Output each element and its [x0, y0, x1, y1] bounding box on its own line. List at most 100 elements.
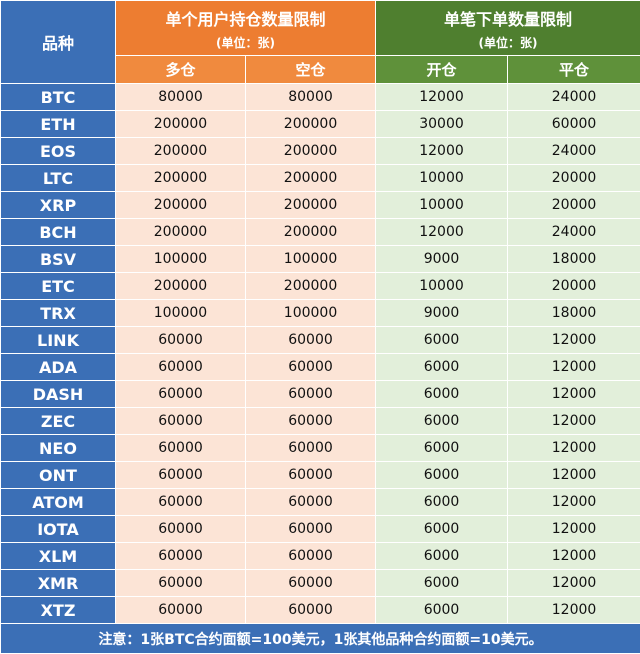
value-cell: 60000: [115, 569, 246, 597]
value-cell: 60000: [244, 488, 377, 516]
group-header: 单个用户持仓数量限制 (单位：张): [114, 0, 377, 56]
table-row: BCH 200000 200000 12000 24000: [0, 218, 640, 246]
symbol-cell: ADA: [0, 353, 116, 381]
symbol-cell: IOTA: [0, 515, 116, 543]
value-cell: 12000: [507, 326, 640, 354]
value-cell: 200000: [244, 110, 377, 138]
table-row: LINK 60000 60000 6000 12000: [0, 326, 640, 354]
table-row: XLM 60000 60000 6000 12000: [0, 542, 640, 570]
table-row: XTZ 60000 60000 6000 12000: [0, 596, 640, 624]
value-cell: 100000: [115, 245, 246, 273]
value-cell: 6000: [375, 434, 509, 462]
value-cell: 12000: [375, 83, 509, 111]
value-cell: 60000: [244, 407, 377, 435]
symbol-cell: BTC: [0, 83, 116, 111]
value-cell: 12000: [507, 461, 640, 489]
value-cell: 12000: [507, 353, 640, 381]
value-cell: 6000: [375, 569, 509, 597]
value-cell: 12000: [375, 218, 509, 246]
value-cell: 18000: [507, 245, 640, 273]
value-cell: 10000: [375, 164, 509, 192]
value-cell: 60000: [115, 380, 246, 408]
value-cell: 12000: [507, 596, 640, 624]
value-cell: 60000: [244, 353, 377, 381]
value-cell: 200000: [115, 110, 246, 138]
value-cell: 12000: [507, 407, 640, 435]
group-title: 单个用户持仓数量限制: [165, 9, 326, 29]
symbol-cell: XTZ: [0, 596, 116, 624]
symbol-cell: EOS: [0, 137, 116, 165]
symbol-cell: XRP: [0, 191, 116, 219]
value-cell: 12000: [507, 542, 640, 570]
value-cell: 200000: [244, 164, 377, 192]
value-cell: 60000: [244, 434, 377, 462]
symbol-cell: TRX: [0, 299, 116, 327]
value-cell: 100000: [244, 245, 377, 273]
table-row: TRX 100000 100000 9000 18000: [0, 299, 640, 327]
group-title: 单笔下单数量限制: [444, 9, 573, 29]
value-cell: 60000: [115, 596, 246, 624]
symbol-cell: BCH: [0, 218, 116, 246]
value-cell: 60000: [115, 542, 246, 570]
symbol-cell: ETH: [0, 110, 116, 138]
table-row: ZEC 60000 60000 6000 12000: [0, 407, 640, 435]
value-cell: 60000: [244, 515, 377, 543]
value-cell: 24000: [507, 137, 640, 165]
value-cell: 60000: [115, 434, 246, 462]
symbol-cell: XLM: [0, 542, 116, 570]
value-cell: 20000: [507, 164, 640, 192]
group-header: 单笔下单数量限制 (单位：张): [375, 0, 640, 56]
value-cell: 6000: [375, 326, 509, 354]
symbol-cell: XMR: [0, 569, 116, 597]
value-cell: 6000: [375, 515, 509, 543]
symbol-header: 品种: [0, 0, 116, 84]
table-row: ETH 200000 200000 30000 60000: [0, 110, 640, 138]
value-cell: 100000: [115, 299, 246, 327]
value-cell: 12000: [507, 488, 640, 516]
value-cell: 9000: [375, 245, 509, 273]
table-row: BSV 100000 100000 9000 18000: [0, 245, 640, 273]
value-cell: 60000: [244, 596, 377, 624]
column-header: 开仓: [375, 55, 509, 84]
value-cell: 200000: [115, 137, 246, 165]
value-cell: 6000: [375, 380, 509, 408]
value-cell: 200000: [115, 272, 246, 300]
value-cell: 60000: [115, 515, 246, 543]
table-row: EOS 200000 200000 12000 24000: [0, 137, 640, 165]
value-cell: 80000: [115, 83, 246, 111]
value-cell: 200000: [244, 218, 377, 246]
footer-note: 注意：1张BTC合约面额=100美元，1张其他品种合约面额=10美元。: [0, 623, 640, 654]
table-row: ADA 60000 60000 6000 12000: [0, 353, 640, 381]
value-cell: 10000: [375, 191, 509, 219]
symbol-cell: DASH: [0, 380, 116, 408]
value-cell: 6000: [375, 353, 509, 381]
symbol-cell: NEO: [0, 434, 116, 462]
column-header: 空仓: [244, 55, 377, 84]
group-unit: (单位：张): [478, 35, 538, 50]
value-cell: 24000: [507, 218, 640, 246]
value-cell: 24000: [507, 83, 640, 111]
value-cell: 6000: [375, 407, 509, 435]
value-cell: 6000: [375, 542, 509, 570]
value-cell: 200000: [115, 191, 246, 219]
value-cell: 60000: [115, 488, 246, 516]
table-row: NEO 60000 60000 6000 12000: [0, 434, 640, 462]
value-cell: 10000: [375, 272, 509, 300]
value-cell: 200000: [244, 191, 377, 219]
value-cell: 80000: [244, 83, 377, 111]
symbol-cell: ZEC: [0, 407, 116, 435]
value-cell: 100000: [244, 299, 377, 327]
symbol-cell: LINK: [0, 326, 116, 354]
value-cell: 60000: [244, 326, 377, 354]
value-cell: 200000: [115, 164, 246, 192]
value-cell: 12000: [375, 137, 509, 165]
value-cell: 60000: [115, 353, 246, 381]
symbol-cell: LTC: [0, 164, 116, 192]
value-cell: 12000: [507, 380, 640, 408]
value-cell: 20000: [507, 272, 640, 300]
value-cell: 12000: [507, 515, 640, 543]
table-row: XRP 200000 200000 10000 20000: [0, 191, 640, 219]
table-row: IOTA 60000 60000 6000 12000: [0, 515, 640, 543]
table-row: ATOM 60000 60000 6000 12000: [0, 488, 640, 516]
value-cell: 60000: [244, 569, 377, 597]
